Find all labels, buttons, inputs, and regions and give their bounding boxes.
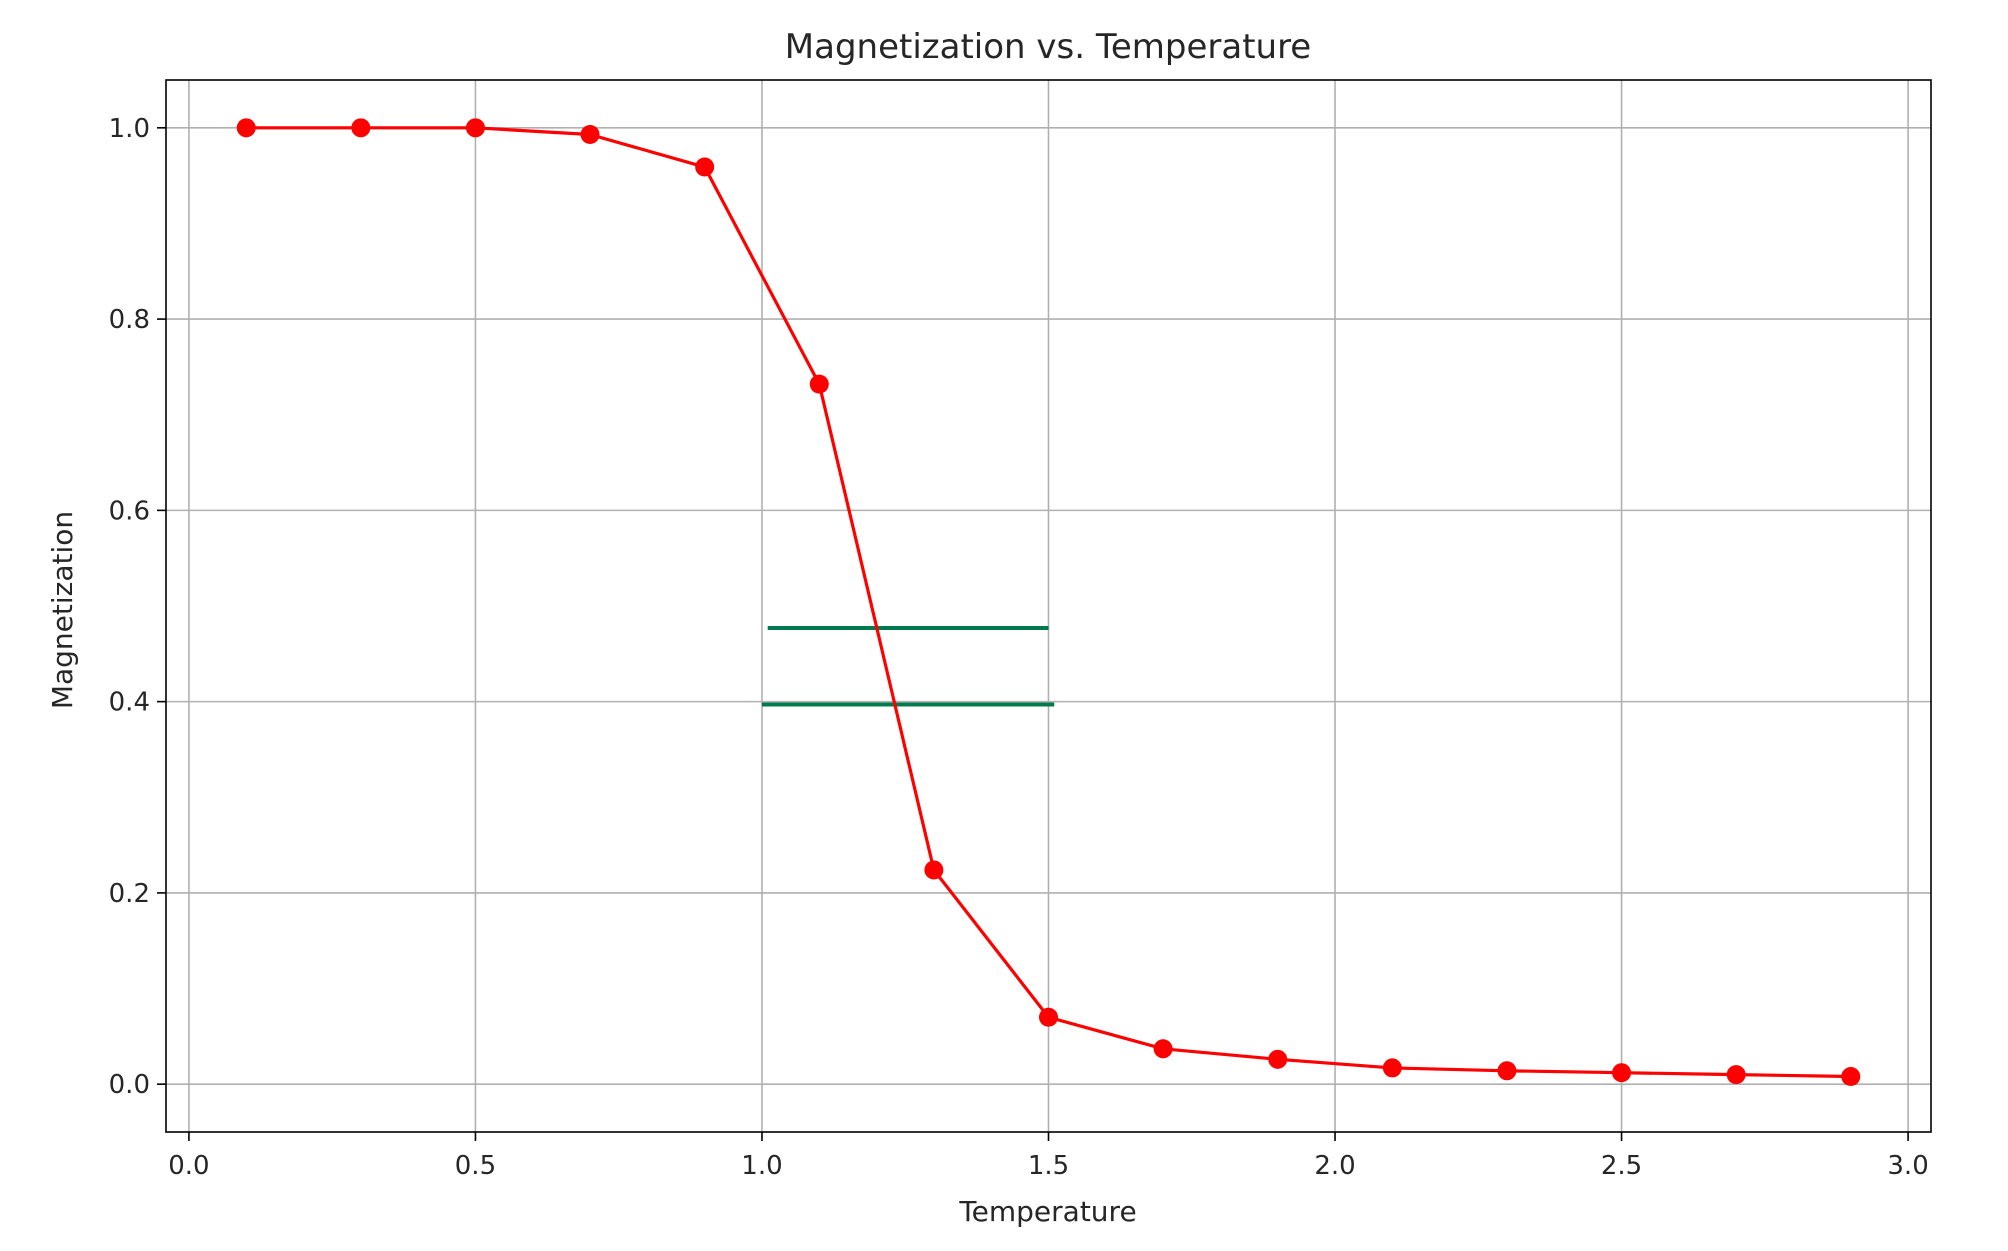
y-axis-label: Magnetization (46, 511, 79, 709)
chart-title: Magnetization vs. Temperature (785, 27, 1311, 67)
data-point (809, 374, 829, 394)
x-tick-label: 3.0 (1887, 1151, 1928, 1181)
data-series (236, 118, 1861, 1087)
x-tick-label: 2.5 (1601, 1151, 1642, 1181)
y-tick-label: 0.2 (109, 879, 150, 909)
data-point (465, 118, 485, 138)
annotation-lines (761, 625, 1055, 707)
data-point (236, 118, 256, 138)
y-tick-label: 0.6 (109, 496, 150, 526)
data-point (924, 860, 944, 880)
data-point (1382, 1058, 1402, 1078)
x-tick-label: 1.0 (741, 1151, 782, 1181)
x-tick-label: 0.5 (455, 1151, 496, 1181)
grid-lines (166, 80, 1931, 1132)
y-tick-label: 1.0 (109, 114, 150, 144)
x-tick-label: 0.0 (168, 1151, 209, 1181)
data-point (351, 118, 371, 138)
data-point (695, 157, 715, 177)
data-point (1612, 1063, 1632, 1083)
y-tick-label: 0.0 (109, 1070, 150, 1100)
data-point (580, 125, 600, 145)
y-tick-label: 0.4 (109, 688, 150, 718)
data-point (1497, 1061, 1517, 1081)
y-tick-label: 0.8 (109, 305, 150, 335)
x-tick-label: 2.0 (1314, 1151, 1355, 1181)
data-point (1039, 1007, 1058, 1027)
x-axis-label: Temperature (958, 1195, 1136, 1228)
axis-ticks: 0.0 0.5 1.0 1.5 2.0 2.5 3.0 0.0 0.2 0.4 0.6 0.8 1.0 (109, 114, 1929, 1181)
data-point (1726, 1065, 1746, 1085)
data-point (1268, 1049, 1288, 1069)
x-tick-label: 1.5 (1028, 1151, 1069, 1181)
data-point (1841, 1067, 1861, 1087)
data-point (1153, 1039, 1173, 1059)
